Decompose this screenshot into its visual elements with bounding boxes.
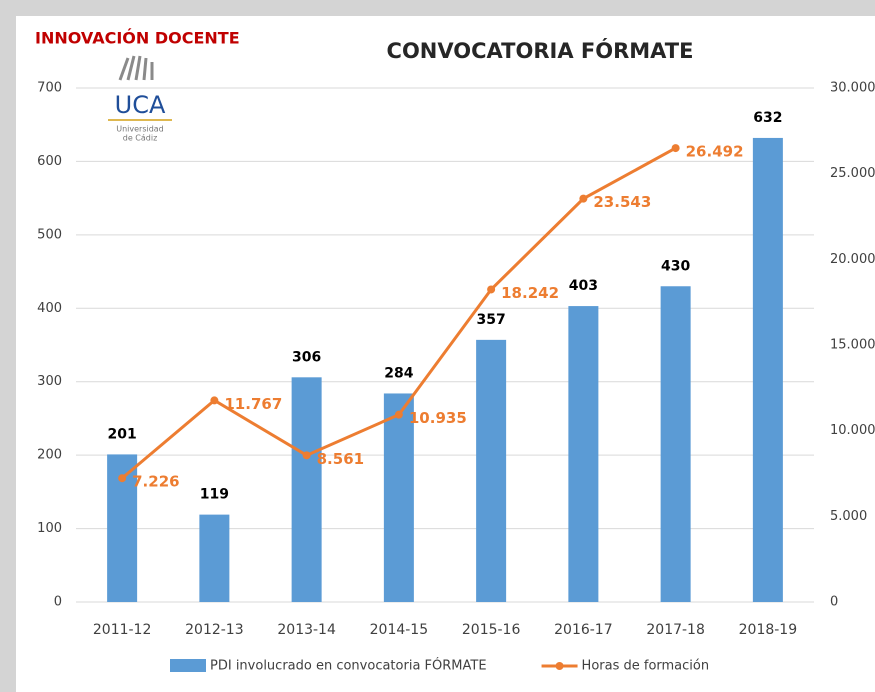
y2-tick-label: 30.000 (830, 81, 875, 96)
bar (383, 393, 414, 602)
y-tick-label: 700 (37, 81, 62, 96)
logo-line: de Cádiz (123, 134, 158, 143)
panel (16, 16, 875, 692)
bar (476, 339, 507, 602)
line-value-label: 8.561 (317, 450, 364, 468)
logo: UCA Universidad de Cádiz (108, 55, 172, 143)
bar-value-label: 284 (384, 365, 413, 381)
y2-tick-label: 10.000 (830, 423, 875, 438)
line-point (579, 194, 588, 203)
logo-icon (118, 55, 154, 81)
bar (660, 286, 691, 602)
line-value-label: 23.543 (593, 193, 651, 211)
x-tick-label: 2012-13 (185, 622, 244, 638)
line-point (487, 285, 496, 294)
bar-value-label: 119 (200, 487, 229, 503)
legend-label: Horas de formación (582, 659, 710, 674)
bar-value-label: 201 (108, 426, 137, 442)
x-tick-label: 2011-12 (93, 622, 152, 638)
line-value-label: 26.492 (686, 143, 744, 161)
bar-value-label: 403 (569, 278, 598, 294)
y-tick-label: 0 (54, 595, 62, 610)
x-tick-label: 2015-16 (462, 622, 521, 638)
logo-text: UCA (115, 91, 166, 119)
line-value-label: 7.226 (132, 473, 179, 491)
bar-value-label: 430 (661, 258, 690, 274)
y-tick-label: 100 (37, 521, 62, 536)
y2-tick-label: 5.000 (830, 509, 867, 524)
chart-title: CONVOCATORIA FÓRMATE (387, 38, 694, 63)
bar-value-label: 306 (292, 349, 321, 365)
y-tick-label: 300 (37, 374, 62, 389)
y2-tick-label: 20.000 (830, 252, 875, 267)
x-tick-label: 2017-18 (646, 622, 705, 638)
brand: INNOVACIÓN DOCENTE (35, 29, 240, 48)
y-tick-label: 400 (37, 301, 62, 316)
line-point (210, 396, 219, 405)
logo-line: Universidad (116, 125, 164, 134)
x-tick-label: 2018-19 (739, 622, 798, 638)
line-point (302, 451, 311, 460)
y2-tick-label: 25.000 (830, 166, 875, 181)
legend-swatch (555, 662, 564, 670)
bar (568, 306, 599, 602)
line-point (118, 474, 127, 483)
legend-swatch (170, 659, 206, 672)
bar-value-label: 357 (477, 312, 506, 328)
line-value-label: 10.935 (409, 409, 467, 427)
y-tick-label: 200 (37, 448, 62, 463)
bar (291, 377, 322, 602)
y-tick-label: 600 (37, 154, 62, 169)
line-value-label: 18.242 (501, 284, 559, 302)
bar (199, 514, 230, 602)
line-point (671, 144, 680, 153)
x-tick-label: 2016-17 (554, 622, 613, 638)
y2-tick-label: 0 (830, 595, 838, 610)
x-tick-label: 2014-15 (370, 622, 429, 638)
legend-label: PDI involucrado en convocatoria FÓRMATE (210, 658, 487, 674)
y-tick-label: 500 (37, 227, 62, 242)
line-point (394, 410, 403, 419)
y2-tick-label: 15.000 (830, 338, 875, 353)
x-tick-label: 2013-14 (277, 622, 336, 638)
bar-value-label: 632 (753, 110, 782, 126)
bar (752, 137, 783, 602)
line-value-label: 11.767 (224, 395, 282, 413)
